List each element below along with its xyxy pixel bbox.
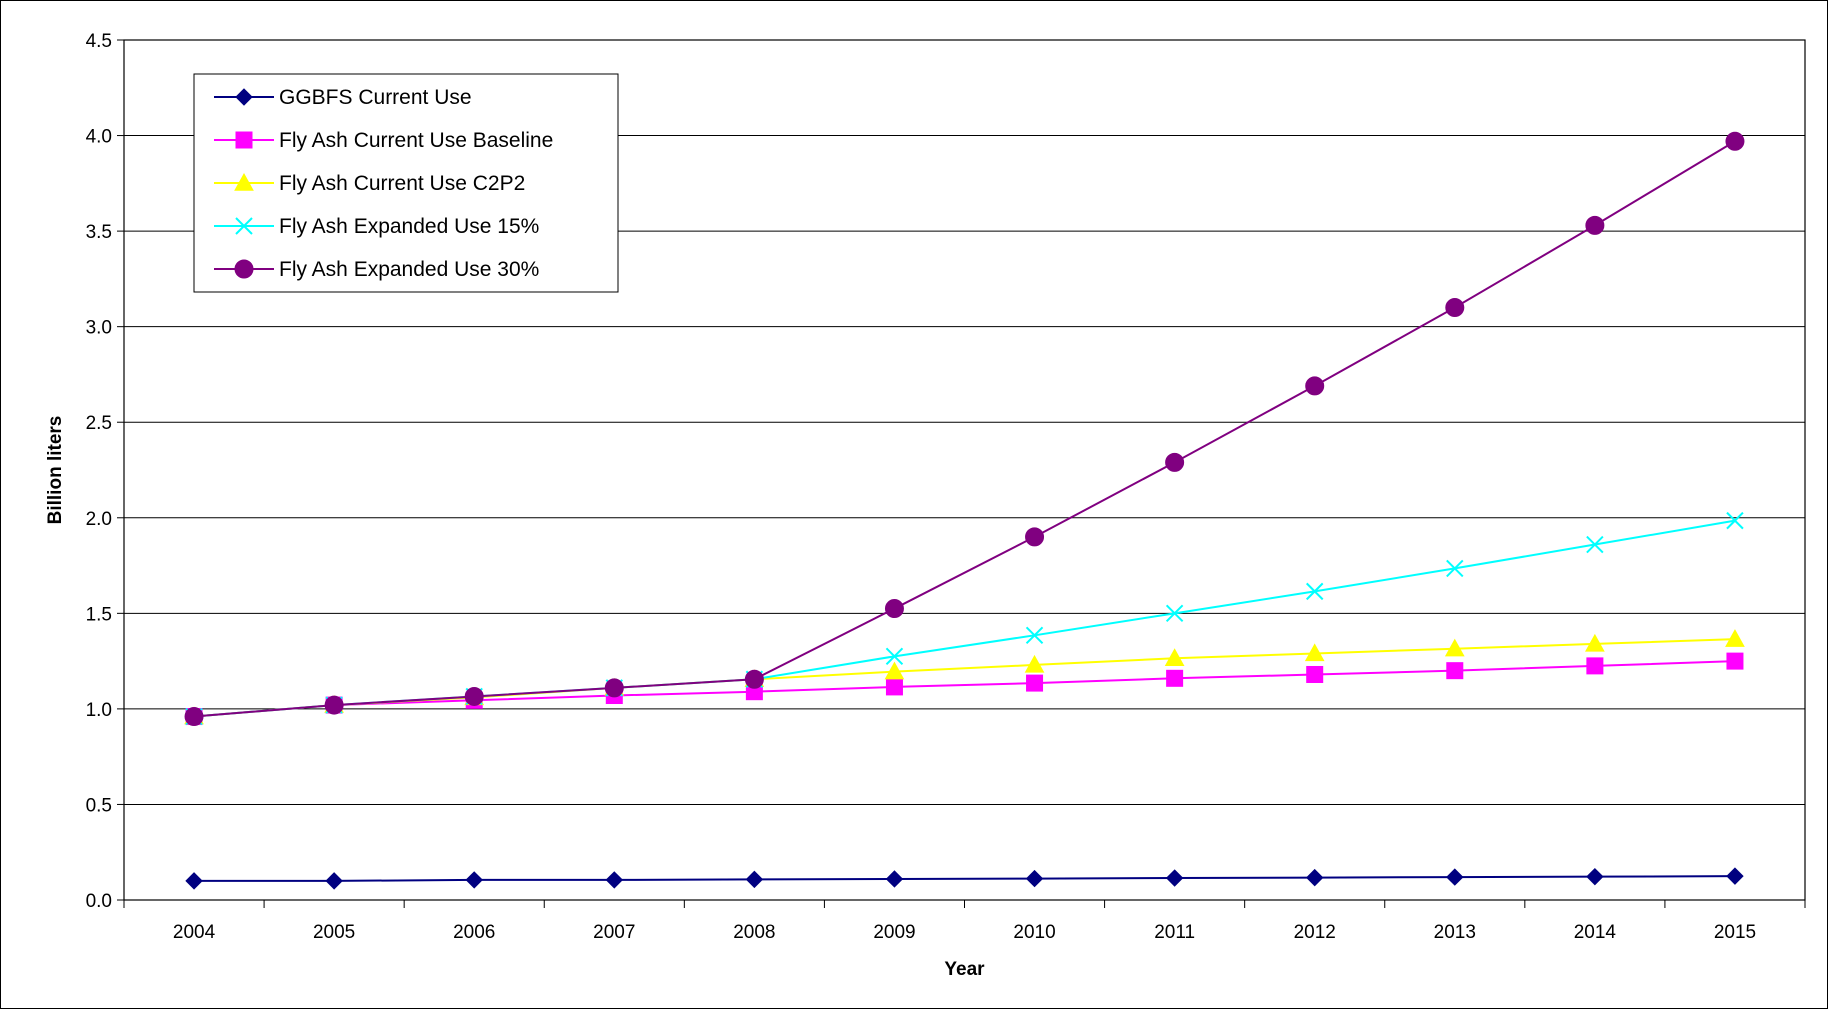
data-point-square: [885, 678, 903, 696]
data-point-circle: [884, 599, 904, 619]
legend-entry: Fly Ash Current Use Baseline: [214, 129, 553, 152]
series-layer: [184, 131, 1745, 890]
x-tick-label: 2009: [873, 922, 915, 943]
data-point-circle: [324, 695, 344, 715]
series-2: [184, 629, 1745, 725]
legend-entry: Fly Ash Current Use C2P2: [214, 172, 525, 195]
x-tick-label: 2013: [1434, 922, 1476, 943]
data-point-diamond: [745, 870, 764, 889]
series-3: [185, 511, 1744, 726]
data-point-x: [1306, 582, 1324, 601]
data-point-triangle: [1164, 648, 1185, 666]
legend-marker: [234, 259, 254, 279]
legend-label: Fly Ash Current Use Baseline: [279, 129, 553, 152]
y-tick-label: 0.0: [86, 891, 112, 912]
y-tick-label: 0.5: [86, 795, 112, 816]
y-tick-label: 4.5: [86, 31, 112, 52]
legend-marker: [235, 217, 253, 235]
data-point-diamond: [1726, 867, 1744, 885]
data-point-circle: [464, 686, 484, 706]
data-point-diamond: [1586, 867, 1604, 886]
legend-marker: [235, 131, 253, 149]
y-tick-label: 1.5: [86, 604, 112, 625]
data-point-square: [1586, 657, 1604, 675]
x-tick-label: 2005: [313, 922, 355, 943]
data-point-triangle: [1444, 638, 1465, 657]
data-point-triangle: [884, 661, 905, 680]
data-point-circle: [184, 707, 204, 727]
data-point-square: [1726, 652, 1744, 670]
legend: GGBFS Current Use Fly Ash Current Use Bas…: [193, 73, 619, 293]
x-tick-label: 2015: [1714, 922, 1756, 943]
legend-label: Fly Ash Expanded Use 15%: [279, 215, 539, 238]
legend-entry: GGBFS Current Use: [214, 86, 472, 109]
data-point-circle: [1165, 452, 1185, 472]
grid-lines: [124, 135, 1805, 805]
series-line: [194, 875, 1735, 882]
data-point-triangle: [1585, 633, 1605, 652]
data-point-triangle: [1304, 643, 1325, 662]
data-point-circle: [744, 669, 764, 689]
y-tick-label: 3.0: [86, 318, 112, 339]
legend-entry: Fly Ash Expanded Use 30%: [214, 258, 539, 281]
data-point-diamond: [1025, 869, 1044, 888]
x-tick-label: 2012: [1294, 922, 1336, 943]
data-point-circle: [604, 678, 624, 698]
legend-entry: Fly Ash Expanded Use 15%: [214, 215, 539, 238]
data-point-circle: [1445, 298, 1465, 318]
data-point-square: [1166, 669, 1184, 687]
data-point-x: [1726, 511, 1744, 530]
data-point-triangle: [1725, 629, 1745, 647]
x-tick-label: 2006: [453, 922, 495, 943]
x-axis-title: Year: [944, 959, 985, 980]
data-point-diamond: [1165, 869, 1184, 887]
data-point-square: [1446, 662, 1464, 680]
data-point-x: [1446, 559, 1464, 578]
series-4: [184, 131, 1745, 727]
series-line: [193, 519, 1736, 718]
legend-label: Fly Ash Expanded Use 30%: [279, 258, 539, 281]
series-1: [185, 652, 1744, 726]
data-point-x: [1025, 626, 1044, 645]
x-tick-label: 2004: [173, 922, 216, 943]
data-point-circle: [1305, 376, 1325, 396]
data-point-square: [1026, 674, 1044, 692]
data-point-circle: [1025, 527, 1045, 547]
legend-marker: [234, 172, 254, 191]
y-tick-label: 2.5: [86, 413, 112, 434]
data-point-diamond: [1306, 868, 1324, 887]
data-point-diamond: [325, 872, 343, 890]
x-tick-label: 2010: [1013, 922, 1055, 943]
x-tick-label: 2008: [733, 922, 775, 943]
data-point-diamond: [885, 870, 904, 888]
data-point-diamond: [605, 871, 623, 889]
data-point-x: [885, 647, 904, 666]
data-point-square: [1306, 665, 1324, 683]
y-tick-label: 4.0: [86, 127, 112, 148]
data-point-diamond: [1446, 868, 1464, 886]
data-point-diamond: [185, 872, 203, 890]
data-point-x: [1165, 604, 1184, 623]
x-tick-label: 2014: [1574, 922, 1617, 943]
x-tick-label: 2011: [1154, 922, 1195, 943]
y-axis-title: Billion liters: [45, 416, 66, 525]
y-tick-label: 3.5: [86, 222, 112, 243]
data-point-diamond: [465, 871, 483, 889]
data-point-circle: [1585, 215, 1605, 235]
x-tick-label: 2007: [593, 922, 635, 943]
legend-label: Fly Ash Current Use C2P2: [279, 172, 525, 195]
series-0: [185, 867, 1744, 890]
y-tick-label: 1.0: [86, 700, 112, 721]
legend-marker: [235, 88, 253, 106]
data-point-x: [1586, 535, 1604, 554]
y-tick-label: 2.0: [86, 509, 112, 530]
data-point-triangle: [1024, 654, 1045, 673]
axes: 0.0 0.5 1.0 1.5 2.0 2.5 3.0 3.5 4.0 4.5 2004 2005 20…: [86, 31, 1806, 943]
series-line: [193, 638, 1735, 718]
series-line: [193, 660, 1735, 718]
series-line: [193, 140, 1736, 718]
data-point-circle: [1725, 131, 1745, 151]
legend-label: GGBFS Current Use: [279, 86, 472, 109]
